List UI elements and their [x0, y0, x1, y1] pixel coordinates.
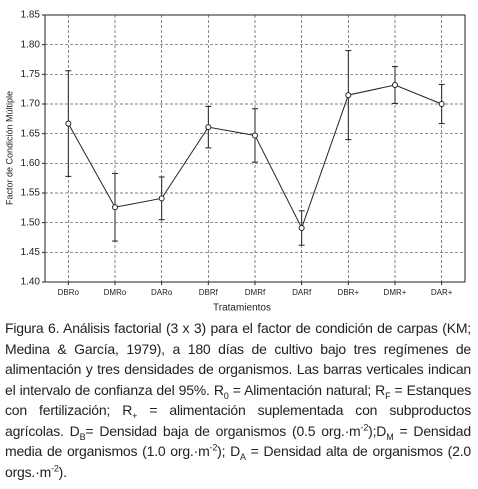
caption-text: A [240, 451, 246, 462]
caption-text: -2 [51, 462, 59, 473]
x-tick-label: DBRf [199, 288, 219, 297]
point [65, 120, 72, 127]
caption-text: = Alimentación natural; R [228, 381, 386, 398]
caption-text: M [386, 431, 394, 442]
y-tick-label: 1.55 [21, 188, 41, 199]
caption-text: -2 [209, 442, 218, 453]
point [252, 132, 258, 139]
y-tick-label: 1.65 [21, 128, 41, 139]
caption: Figura 6. Análisis factorial (3 x 3) par… [5, 318, 471, 482]
y-tick-label: 1.50 [21, 217, 41, 228]
plot-frame [44, 14, 466, 283]
y-tick-label: 1.60 [21, 158, 41, 169]
point [158, 195, 165, 202]
y-tick-label: 1.85 [21, 10, 41, 21]
x-axis-label: Tratamientos [213, 303, 271, 314]
x-tick-label: DMRo [104, 288, 127, 297]
caption-text: ); D [217, 443, 241, 459]
y-axis-label: Factor de Condición Múltiple [4, 91, 14, 205]
caption-text: 0 [223, 390, 229, 401]
point [345, 92, 352, 99]
y-tick-label: 1.45 [21, 247, 41, 258]
chart: Tratamientos Factor de Condición Múltipl… [4, 10, 466, 314]
point [298, 225, 305, 232]
caption-text: -2 [360, 421, 369, 432]
point [392, 82, 398, 89]
x-tick-label: DARf [292, 288, 312, 297]
caption-text: = Densidad baja de organismos (0.5 org.·… [85, 422, 361, 439]
point [112, 204, 118, 211]
caption-text: = alimentación suplementada con subprodu… [5, 402, 471, 439]
x-tick-label: DMR+ [384, 288, 407, 297]
caption-text: = Estanques con fertilización; R [5, 381, 471, 419]
caption-text: + [132, 410, 138, 421]
x-tick-label: DARo [151, 288, 173, 297]
caption-text: Figura 6. Análisis factorial (3 x 3) par… [5, 320, 471, 398]
y-tick-label: 1.40 [21, 277, 41, 288]
y-tick-label: 1.75 [21, 69, 41, 80]
x-tick-label: DAR+ [431, 288, 453, 297]
x-tick-label: DMRf [245, 288, 266, 297]
x-tick-label: DBR+ [338, 288, 360, 297]
caption-text: = Densidad alta de organismos (2.0 orgs.… [5, 443, 471, 480]
caption-text: ). [58, 463, 67, 480]
point [438, 101, 445, 107]
x-tick-label: DBRo [58, 288, 80, 297]
y-tick-label: 1.70 [21, 99, 41, 110]
caption-text: );D [368, 422, 387, 439]
caption-text: F [385, 390, 391, 401]
caption-text: B [79, 431, 86, 442]
point [205, 124, 212, 131]
caption-text: = Densidad media de organismos (1.0 org.… [5, 422, 471, 460]
y-tick-label: 1.80 [21, 39, 41, 50]
